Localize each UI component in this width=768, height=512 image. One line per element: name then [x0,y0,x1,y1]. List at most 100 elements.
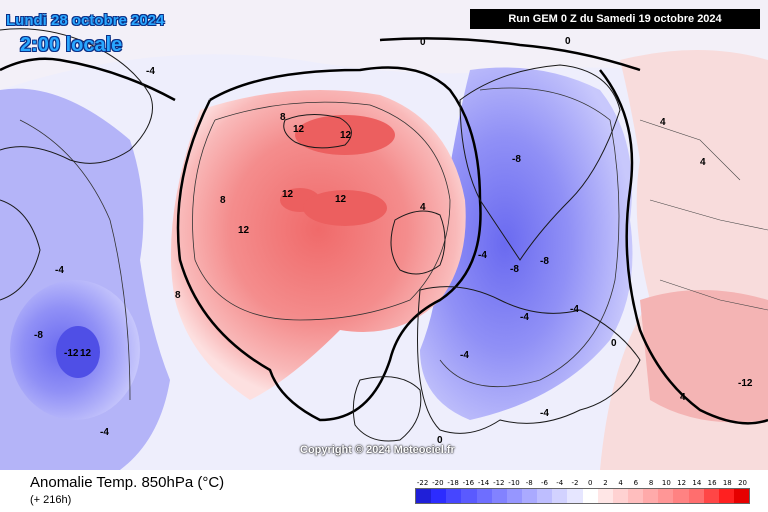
legend-title: Anomalie Temp. 850hPa (°C) [30,474,225,491]
scale-tick-label: 10 [661,479,671,487]
british-isles-coast [390,210,446,275]
contour-label: -8 [540,256,549,267]
contour-label: 0 [420,37,426,48]
scale-tick-label: 2 [603,479,608,487]
legend-subtitle: (+ 216h) [30,494,72,506]
scale-swatch [461,489,477,503]
scandinavia-coast [459,64,621,261]
contour-label: -12 [738,378,753,389]
contour-label: -4 [540,408,549,419]
forecast-date: Lundi 28 octobre 2024 [6,12,165,29]
scale-tick-label: 0 [587,479,593,487]
scale-tick-label: 6 [633,479,639,487]
scale-swatch [582,489,598,503]
scale-swatch [658,489,674,503]
contour-label: 0 [611,338,617,349]
east-borders [639,119,768,311]
warm-core-center [303,190,387,226]
scale-swatch [718,489,734,503]
scale-tick-label: 4 [618,479,623,487]
scale-tick-label: -6 [541,479,548,487]
scale-swatch [627,489,644,503]
contour-label: 4 [700,157,706,168]
scale-tick-label: 16 [707,479,717,487]
scale-swatch [597,489,613,503]
zero-contour-west [0,57,176,102]
scale-swatch [416,489,432,503]
scale-swatch [537,489,553,503]
scale-swatch [476,489,492,503]
contour-label: 4 [660,117,666,128]
contour-label: 12 [340,130,352,141]
scale-tick-label: 14 [692,479,702,487]
atlantic-warm-zone [170,90,466,400]
zero-contour-main [176,66,482,422]
scale-tick-label: -12 [493,479,505,487]
contour-label: -8 [512,154,521,165]
isoline-west [19,119,131,401]
scale-swatch [567,489,583,503]
contour-label: -4 [570,304,579,315]
scale-tick-label: -18 [447,479,459,487]
isoline-cold-4 [439,87,620,388]
greenland-coast [0,28,153,164]
contour-label: 4 [420,202,426,213]
contour-label: 8 [280,112,286,123]
scale-tick-label: 18 [722,479,732,487]
scale-tick-label: 8 [648,479,654,487]
contour-label: 8 [220,195,226,206]
zero-contour-north [379,37,641,72]
zero-contour-east [599,69,768,425]
scale-tick-label: 20 [738,479,747,487]
contour-label: 12 [293,124,305,135]
forecast-time: 2:00 locale [20,34,123,56]
contour-label: -4 [100,427,109,438]
isoline-warm-8 [192,101,451,321]
scale-tick-label: -16 [462,479,475,487]
scale-swatch [491,489,507,503]
contour-label: -8 [34,330,43,341]
scale-tick-label: -4 [556,479,564,487]
iberia-coast [352,376,422,442]
color-scale-labels: -22 -20 -18 -16 -14 -12 -10 -8 -6 -4 -2 0 2 4 6 8 10 12 14… [415,478,750,488]
contour-label: -4 [460,350,469,361]
scale-swatch [521,489,538,503]
contour-label: 8 [175,290,181,301]
contour-label: -8 [510,264,519,275]
scale-swatch [431,489,447,503]
scale-swatch [688,489,704,503]
scale-tick-label: -22 [416,479,429,487]
europe-cold-zone [420,67,633,420]
west-cold-center [56,326,100,378]
scale-tick-label: -20 [432,479,444,487]
north-america-coast [0,199,41,301]
contour-label: -12 [64,348,79,359]
scale-tick-label: -8 [525,479,533,487]
warm-core-north [295,115,395,155]
scale-swatch [612,489,628,503]
copyright-notice: Copyright © 2024 Meteociel.fr [300,444,455,456]
scale-swatch [506,489,522,503]
contour-label: 12 [80,348,92,359]
scale-swatch [703,489,719,503]
scale-tick-label: -2 [571,479,579,487]
contour-label: 0 [437,435,443,446]
contour-label: -4 [55,265,64,276]
model-run-banner: Run GEM 0 Z du Samedi 19 octobre 2024 [470,9,760,29]
contour-label: 12 [282,189,294,200]
scale-swatch [733,489,750,503]
contour-label: -4 [146,66,155,77]
scale-tick-label: -10 [508,479,520,487]
scale-swatch [446,489,462,503]
scale-swatch [673,489,689,503]
contour-label: 12 [335,194,347,205]
color-scale-bar [415,488,750,504]
contour-label: 4 [680,392,686,403]
color-scale: -22 -20 -18 -16 -14 -12 -10 -8 -6 -4 -2 0 2 4 6 8 10 12 14… [415,478,750,504]
contour-label: 0 [565,36,571,47]
contour-label: -4 [520,312,529,323]
scale-tick-label: 12 [677,479,687,487]
contour-label: 12 [238,225,250,236]
scale-swatch [643,489,659,503]
contour-label: -4 [478,250,487,261]
